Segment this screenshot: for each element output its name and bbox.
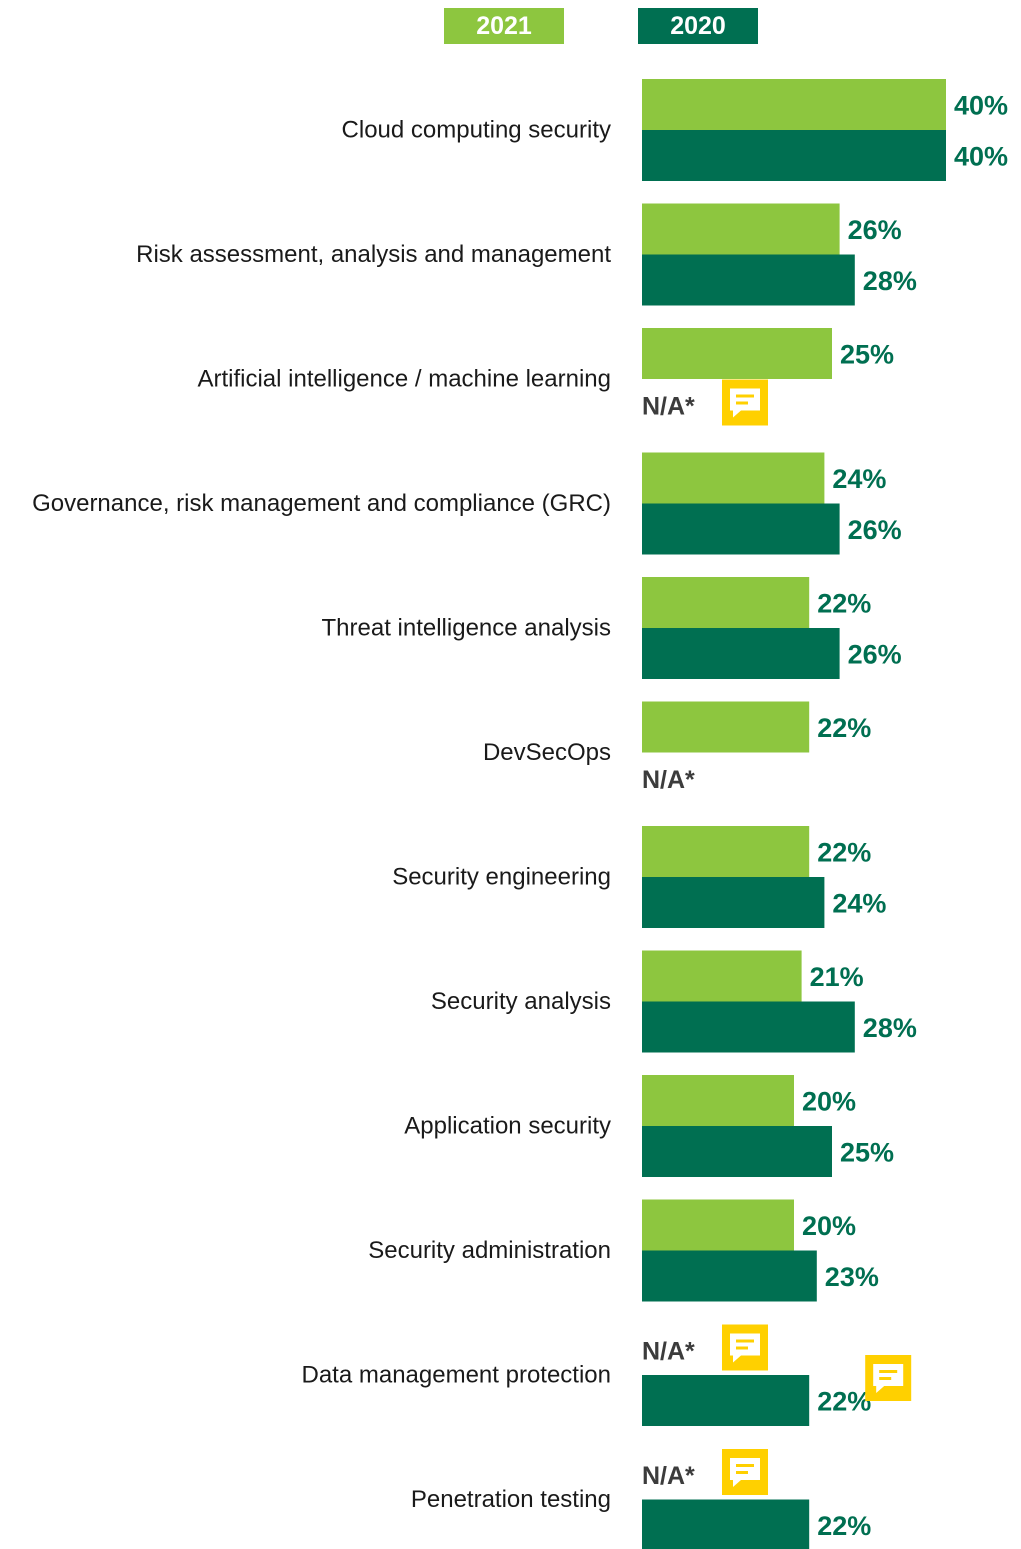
bar-2021 [642, 826, 810, 877]
bar-2020 [642, 1001, 855, 1053]
na-label-2020: N/A* [642, 766, 695, 794]
category-label: Governance, risk management and complian… [32, 490, 611, 517]
value-label-2021: 24% [832, 464, 886, 494]
bar-2020 [642, 1499, 810, 1549]
na-label-2020: N/A* [642, 393, 695, 421]
value-label-2021: 22% [817, 589, 871, 619]
value-label-2021: 20% [802, 1087, 856, 1117]
value-label-2020: 24% [832, 889, 886, 919]
value-label-2020: 28% [863, 1013, 917, 1043]
bar-2021 [642, 79, 946, 130]
legend-2021: 2021 [444, 8, 564, 44]
value-label-2020: 26% [848, 640, 902, 670]
value-label-2021: 22% [817, 713, 871, 743]
speech-bubble-icon [722, 379, 768, 426]
category-label: Security administration [368, 1237, 611, 1264]
value-label-2021: 21% [810, 962, 864, 992]
category-label: Security analysis [431, 988, 611, 1015]
bar-2021 [642, 701, 810, 753]
category-label: Artificial intelligence / machine learni… [197, 366, 611, 393]
bar-2020 [642, 877, 825, 928]
value-label-2021: 40% [954, 91, 1008, 121]
bar-2020 [642, 254, 855, 306]
speech-bubble-icon [722, 1324, 768, 1371]
value-label-2021: 26% [848, 215, 902, 245]
value-label-2020: 28% [863, 266, 917, 296]
category-label: Security engineering [392, 864, 611, 891]
category-label: Data management protection [301, 1362, 611, 1389]
bar-2021 [642, 452, 825, 504]
value-label-2021: 20% [802, 1211, 856, 1241]
bar-2021 [642, 577, 810, 628]
bar-2021 [642, 203, 840, 255]
speech-bubble-icon [865, 1355, 912, 1401]
bar-2020 [642, 1375, 810, 1426]
value-label-2020: 23% [825, 1262, 879, 1292]
category-label: Risk assessment, analysis and management [136, 241, 611, 268]
value-label-2020: 26% [848, 515, 902, 545]
value-label-2020: 22% [817, 1387, 871, 1417]
value-label-2020: 40% [954, 142, 1008, 172]
bar-2020 [642, 628, 840, 679]
category-label: DevSecOps [483, 739, 611, 766]
category-label: Application security [404, 1113, 611, 1140]
bar-2021 [642, 328, 832, 379]
bar-2020 [642, 1126, 832, 1177]
value-label-2020: 22% [817, 1511, 871, 1541]
bar-2020 [642, 1250, 817, 1302]
bar-2021 [642, 950, 802, 1002]
bar-2020 [642, 503, 840, 555]
legend-2020: 2020 [638, 8, 758, 44]
na-label-2021: N/A* [642, 1462, 695, 1490]
category-label: Penetration testing [411, 1486, 611, 1513]
bar-2021 [642, 1199, 794, 1251]
value-label-2021: 22% [817, 838, 871, 868]
value-label-2020: 25% [840, 1138, 894, 1168]
bar-2020 [642, 130, 946, 181]
na-label-2021: N/A* [642, 1338, 695, 1366]
bar-2021 [642, 1075, 794, 1126]
category-label: Threat intelligence analysis [322, 615, 612, 642]
value-label-2021: 25% [840, 340, 894, 370]
category-label: Cloud computing security [342, 117, 611, 144]
speech-bubble-icon [722, 1449, 768, 1495]
